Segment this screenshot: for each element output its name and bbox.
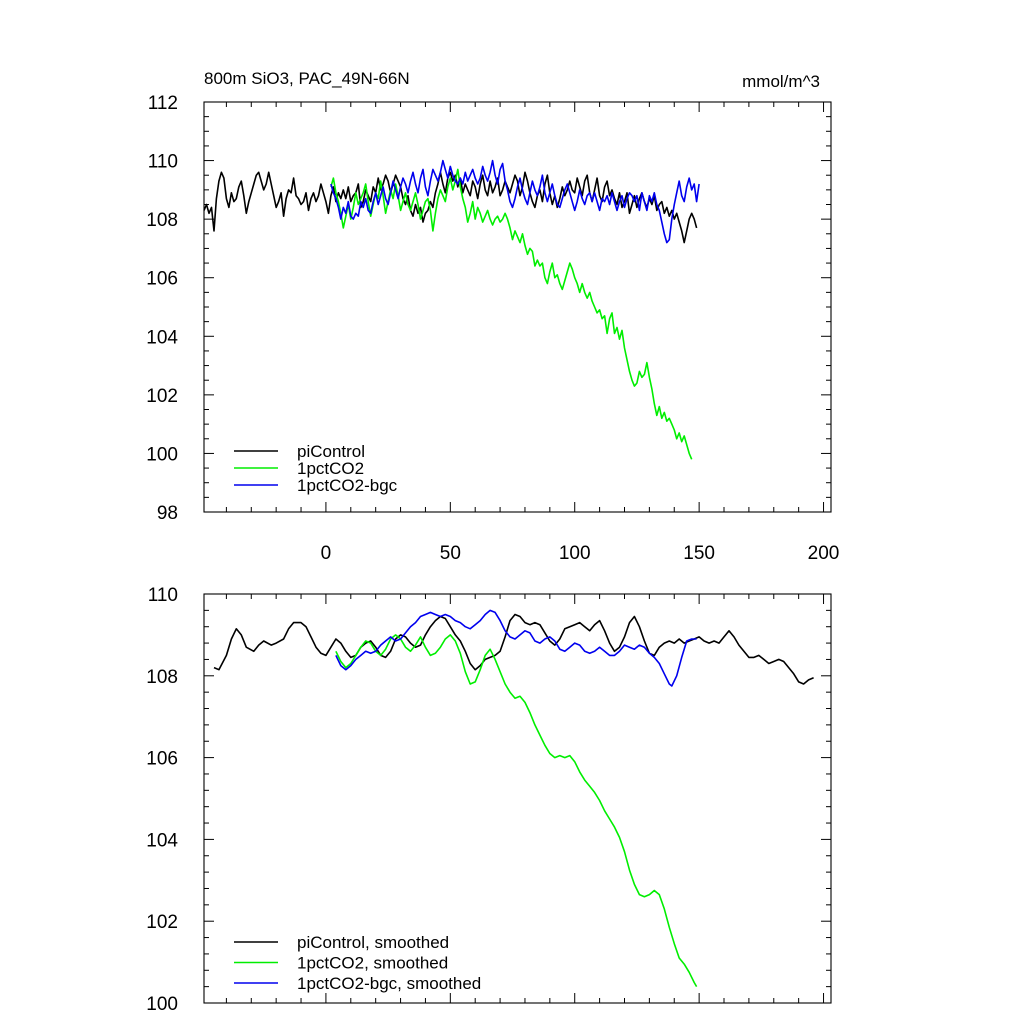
y-tick-label: 108 [146, 210, 178, 231]
legend-label: 1pctCO2 [297, 459, 364, 478]
x-tick-label: 0 [321, 543, 332, 564]
series-line-1pctco2-bgc-smoothed [335, 609, 697, 687]
plot-frame-p1 [203, 593, 832, 1004]
y-tick-label: 106 [146, 749, 178, 770]
legend-label: piControl, smoothed [297, 933, 449, 952]
y-tick-label: 102 [146, 912, 178, 933]
series-line-picontrol-smoothed [213, 613, 814, 685]
x-tick-label: 100 [559, 543, 591, 564]
y-tick-label: 110 [148, 152, 178, 173]
y-tick-label: 110 [148, 585, 178, 606]
legend-p1: piControl, smoothed 1pctCO2, smoothed1pct… [234, 933, 481, 993]
y-tick-label: 102 [146, 386, 178, 407]
x-tick-label: 200 [808, 543, 840, 564]
y-tick-label: 100 [146, 444, 178, 465]
y-tick-label: 108 [146, 667, 178, 688]
y-tick-label: 104 [146, 327, 178, 348]
units-label: mmol/m^3 [742, 72, 820, 91]
x-ticks-p1 [225, 594, 825, 1003]
chart-title: 800m SiO3, PAC_49N-66N [204, 69, 410, 88]
x-ticks-p0 [225, 102, 825, 512]
y-tick-label: 106 [146, 269, 178, 290]
x-tick-label: 50 [440, 543, 461, 564]
top-panel: 98 100 102 104 106 108 110 112 0 50 100 150 200 piCon… [146, 93, 839, 564]
series-line-1pctco2-bgc [330, 159, 700, 244]
y-tick-label: 98 [157, 503, 178, 524]
bottom-panel: 100 102 104 106 108 110 piControl, smoothed 1pc… [146, 585, 832, 1015]
legend-label: 1pctCO2-bgc, smoothed [297, 974, 481, 993]
y-ticks-p0 [204, 101, 831, 513]
legend-label: 1pctCO2-bgc [297, 476, 398, 495]
x-tick-label: 150 [683, 543, 715, 564]
legend-label: 1pctCO2, smoothed [297, 954, 448, 973]
y-ticks-p1 [204, 593, 831, 1004]
legend-label: piControl [297, 442, 365, 461]
y-tick-label: 112 [148, 93, 178, 114]
series-line-1pctco2-smoothed [335, 634, 698, 988]
y-tick-label: 100 [146, 994, 178, 1015]
series-line-picontrol [203, 171, 698, 244]
y-tick-label: 104 [146, 830, 178, 851]
